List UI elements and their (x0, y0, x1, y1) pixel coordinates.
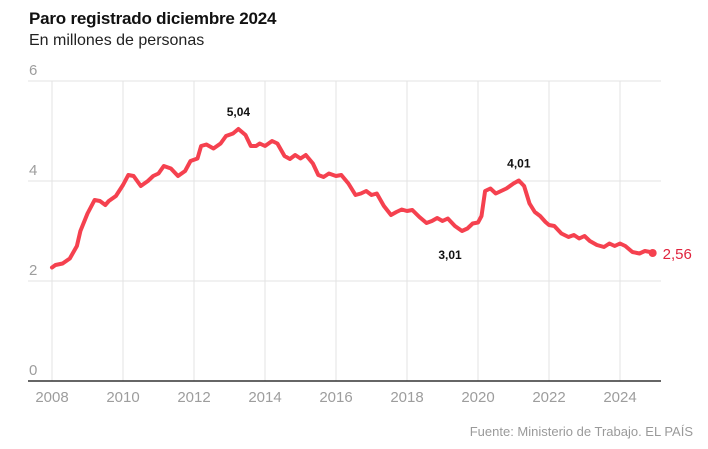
x-tick-label: 2010 (106, 389, 139, 406)
y-tick-label: 2 (29, 262, 37, 279)
y-tick-label: 4 (29, 162, 37, 179)
annotation-label: 5,04 (227, 105, 251, 119)
series-end-dot (648, 249, 657, 257)
y-axis-ticks: 0 2 4 6 (29, 62, 37, 379)
chart-subtitle: En millones de personas (29, 32, 205, 49)
grid (28, 80, 661, 381)
x-tick-label: 2008 (35, 389, 68, 406)
annotation-label: 3,01 (438, 248, 462, 262)
annotations: 5,04 3,01 4,01 2,56 (227, 105, 692, 263)
chart-title: Paro registrado diciembre 2024 (29, 9, 277, 28)
x-tick-label: 2012 (177, 389, 210, 406)
annotation-label: 4,01 (507, 157, 531, 171)
series-line-paro (50, 127, 655, 270)
x-tick-label: 2016 (319, 389, 352, 406)
source-note: Fuente: Ministerio de Trabajo. EL PAÍS (469, 424, 693, 439)
x-tick-label: 2024 (603, 389, 636, 406)
end-value-label: 2,56 (663, 246, 692, 263)
x-tick-label: 2022 (532, 389, 565, 406)
y-tick-label: 0 (29, 362, 37, 379)
y-tick-label: 6 (29, 62, 37, 79)
x-tick-label: 2018 (390, 389, 423, 406)
x-axis-ticks: 2008 2010 2012 2014 2016 2018 2020 2022 2024 (35, 389, 636, 406)
x-tick-label: 2020 (461, 389, 494, 406)
x-tick-label: 2014 (248, 389, 281, 406)
